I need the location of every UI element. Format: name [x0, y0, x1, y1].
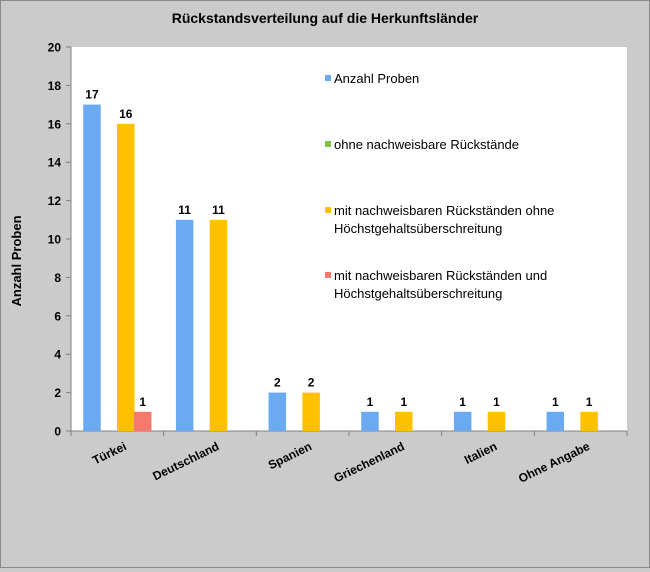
data-label-deutschland-mit-nachweisbaren-rueckstaenden-ohne-hoechstgehaltsueberschreitung: 11: [212, 203, 225, 217]
x-tick-label-ohne-angabe: Ohne Angabe: [516, 439, 592, 486]
chart-title: Rückstandsverteilung auf die Herkunftslä…: [172, 10, 479, 26]
bar-tuerkei-mit-nachweisbaren-rueckstaenden-ohne-hoechstgehaltsueberschreitung: [117, 123, 135, 432]
legend: Anzahl Proben ohne nachweisbare Rückständ…: [325, 71, 554, 301]
data-label-deutschland-anzahl-proben: 11: [178, 203, 191, 217]
y-tick-label: 4: [54, 348, 61, 362]
y-tick-label: 0: [54, 425, 61, 439]
bar-ohne-angabe-anzahl-proben: [546, 411, 565, 431]
bar-deutschland-anzahl-proben: [175, 219, 194, 431]
y-tick-label: 12: [48, 194, 62, 208]
legend-label-mit-nachweisbaren-rueckstaenden-ohne-hoechstgehaltsueberschreitung-line-1: mit nachweisbaren Rückständen ohne: [334, 203, 554, 218]
bar-italien-anzahl-proben: [453, 411, 472, 431]
legend-label-mit-nachweisbaren-rueckstaenden-und-hoechstgehaltsueberschreitung-line-2: Höchstgehaltsüberschreitung: [334, 286, 502, 301]
y-tick-label: 14: [48, 156, 62, 170]
legend-swatch-mit-nachweisbaren-rueckstaenden-und-hoechstgehaltsueberschreitung: [325, 272, 331, 278]
data-label-griechenland-mit-nachweisbaren-rueckstaenden-ohne-hoechstgehaltsueberschreitung: 1: [400, 395, 407, 409]
y-tick-label: 10: [48, 233, 62, 247]
data-label-griechenland-anzahl-proben: 1: [367, 395, 374, 409]
y-tick-label: 8: [54, 271, 61, 285]
legend-swatch-anzahl-proben: [325, 75, 331, 81]
x-tick-label-italien: Italien: [462, 439, 499, 467]
bar-spanien-anzahl-proben: [268, 392, 287, 431]
data-label-tuerkei-anzahl-proben: 17: [85, 88, 99, 102]
data-label-italien-anzahl-proben: 1: [459, 395, 466, 409]
y-axis-label: Anzahl Proben: [9, 215, 24, 306]
bar-griechenland-mit-nachweisbaren-rueckstaenden-ohne-hoechstgehaltsueberschreitung: [395, 411, 413, 431]
x-tick-label-tuerkei: Türkei: [90, 439, 129, 467]
data-label-spanien-anzahl-proben: 2: [274, 376, 281, 390]
plot-area: [71, 47, 627, 431]
legend-label-mit-nachweisbaren-rueckstaenden-und-hoechstgehaltsueberschreitung-line-1: mit nachweisbaren Rückständen und: [334, 268, 547, 283]
y-tick-label: 2: [54, 386, 61, 400]
y-tick-label: 6: [54, 309, 61, 323]
legend-swatch-ohne-nachweisbare-rueckstaende: [325, 141, 331, 147]
bar-tuerkei-mit-nachweisbaren-rueckstaenden-und-hoechstgehaltsueberschreitung: [133, 411, 152, 431]
y-tick-label: 18: [48, 79, 62, 93]
data-label-tuerkei-mit-nachweisbaren-rueckstaenden-und-hoechstgehaltsueberschreitung: 1: [139, 395, 146, 409]
bar-ohne-angabe-mit-nachweisbaren-rueckstaenden-ohne-hoechstgehaltsueberschreitung: [580, 411, 598, 431]
x-tick-label-griechenland: Griechenland: [332, 439, 407, 485]
data-label-tuerkei-mit-nachweisbaren-rueckstaenden-ohne-hoechstgehaltsueberschreitung: 16: [119, 107, 133, 121]
legend-label-ohne-nachweisbare-rueckstaende: ohne nachweisbare Rückstände: [334, 137, 519, 152]
x-tick-label-deutschland: Deutschland: [150, 439, 221, 483]
y-tick-label: 16: [48, 117, 62, 131]
bar-spanien-mit-nachweisbaren-rueckstaenden-ohne-hoechstgehaltsueberschreitung: [302, 392, 320, 431]
data-label-ohne-angabe-anzahl-proben: 1: [552, 395, 559, 409]
bar-deutschland-mit-nachweisbaren-rueckstaenden-ohne-hoechstgehaltsueberschreitung: [209, 219, 228, 431]
bar-tuerkei-anzahl-proben: [83, 104, 101, 431]
data-label-spanien-mit-nachweisbaren-rueckstaenden-ohne-hoechstgehaltsueberschreitung: 2: [308, 376, 315, 390]
bar-italien-mit-nachweisbaren-rueckstaenden-ohne-hoechstgehaltsueberschreitung: [487, 411, 506, 431]
bar-griechenland-anzahl-proben: [361, 411, 379, 431]
data-label-ohne-angabe-mit-nachweisbaren-rueckstaenden-ohne-hoechstgehaltsueberschreitung: 1: [586, 395, 593, 409]
x-tick-label-spanien: Spanien: [266, 439, 314, 472]
y-tick-label: 20: [48, 41, 62, 55]
legend-swatch-mit-nachweisbaren-rueckstaenden-ohne-hoechstgehaltsueberschreitung: [325, 207, 331, 213]
legend-label-anzahl-proben: Anzahl Proben: [334, 71, 419, 86]
data-label-italien-mit-nachweisbaren-rueckstaenden-ohne-hoechstgehaltsueberschreitung: 1: [493, 395, 500, 409]
legend-label-mit-nachweisbaren-rueckstaenden-ohne-hoechstgehaltsueberschreitung-line-2: Höchstgehaltsüberschreitung: [334, 221, 502, 236]
